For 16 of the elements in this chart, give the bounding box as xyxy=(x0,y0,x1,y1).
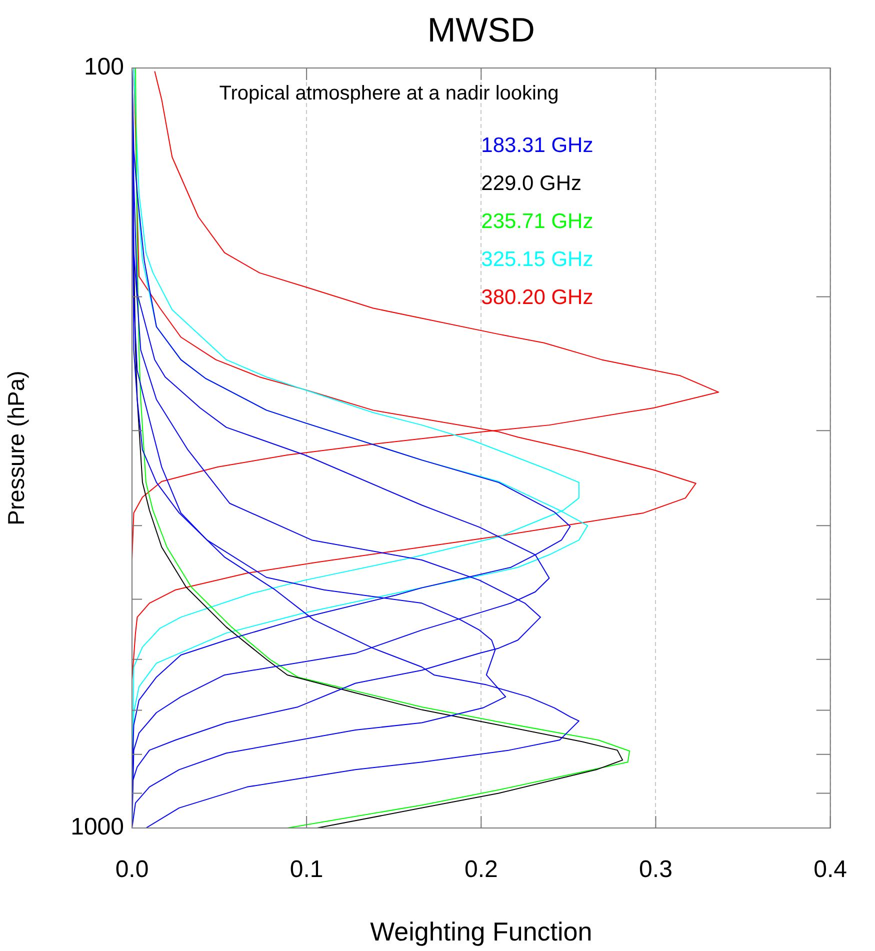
text: 325.15 GHz xyxy=(481,248,594,271)
chart-title: MWSD xyxy=(427,11,535,50)
text: 229.0 GHz xyxy=(481,172,582,195)
x-axis-title: Weighting Function xyxy=(370,916,592,947)
annotation: Tropical atmosphere at a nadir looking xyxy=(219,82,559,105)
series-label: 380.20 GHz xyxy=(481,286,594,309)
text: 183.31 GHz xyxy=(481,134,594,157)
x-tick-label: 0.4 xyxy=(814,856,848,884)
y-tick-label: 100 xyxy=(84,54,124,81)
y-axis-title: Pressure (hPa) xyxy=(3,370,30,526)
text: 235.71 GHz xyxy=(481,210,594,233)
x-tick-label: 0.0 xyxy=(115,856,149,884)
y-tick-label: 1000 xyxy=(70,814,124,841)
x-tick-label: 0.1 xyxy=(290,856,324,884)
x-tick-label: 0.2 xyxy=(464,856,498,884)
x-tick-label: 0.3 xyxy=(639,856,672,884)
